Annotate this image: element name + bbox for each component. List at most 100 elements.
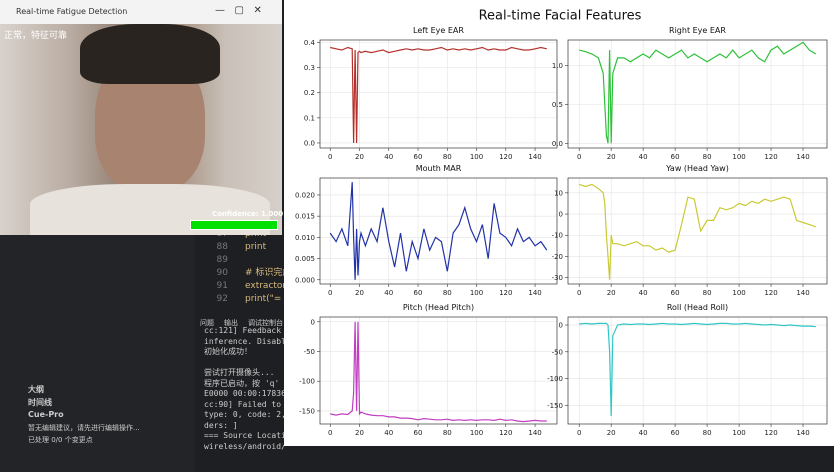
plot-frame xyxy=(567,177,828,285)
x-tick-label: 60 xyxy=(414,153,423,161)
y-tick-label: -20 xyxy=(552,253,563,261)
y-tick-label: -10 xyxy=(552,232,563,240)
x-tick-label: 100 xyxy=(732,429,745,437)
x-tick-label: 80 xyxy=(703,153,712,161)
text-line: 初始化成功！ xyxy=(204,347,252,356)
x-tick-label: 60 xyxy=(414,429,423,437)
confidence-bar xyxy=(190,220,278,230)
x-tick-label: 140 xyxy=(796,153,809,161)
x-tick-label: 120 xyxy=(499,289,512,297)
x-tick-label: 20 xyxy=(355,289,364,297)
text-line: inference. Disabl xyxy=(204,336,284,346)
x-tick-label: 100 xyxy=(732,289,745,297)
text-line: 大纲 xyxy=(28,385,44,394)
x-tick-label: 20 xyxy=(607,429,616,437)
window-title: Real-time Fatigue Detection xyxy=(16,7,128,16)
y-tick-label: 0.3 xyxy=(304,64,315,72)
text-line: 暂无编辑建议，请先进行编辑操作... xyxy=(28,423,140,432)
x-tick-label: 40 xyxy=(639,289,648,297)
camera-view: 正常，特征可靠 Confidence: 1.000 xyxy=(0,24,284,235)
text-line: 尝试打开摄像头... xyxy=(204,368,275,377)
panel-tab[interactable]: 输出 xyxy=(224,319,238,327)
text-line: type: 0, code: 2, xyxy=(204,410,284,419)
data-line xyxy=(329,182,548,280)
y-tick-label: -50 xyxy=(552,348,563,356)
window-controls[interactable]: — ▢ ✕ xyxy=(215,5,262,16)
x-tick-label: 80 xyxy=(703,429,712,437)
x-tick-label: 100 xyxy=(470,429,483,437)
x-tick-label: 100 xyxy=(470,153,483,161)
text-line: wireless/android/p xyxy=(204,441,284,451)
x-tick-label: 0 xyxy=(328,289,332,297)
x-tick-label: 140 xyxy=(796,429,809,437)
y-tick-label: 0.0 xyxy=(552,140,563,148)
confidence-text: Confidence: 1.000 xyxy=(212,210,284,218)
text-line: 90 xyxy=(216,268,228,278)
x-tick-label: 100 xyxy=(470,289,483,297)
x-tick-label: 60 xyxy=(414,289,423,297)
y-tick-label: -30 xyxy=(552,274,563,282)
text-line: 程序已启动，按 'q' xyxy=(204,378,280,388)
figure-background xyxy=(284,0,834,446)
x-tick-label: 40 xyxy=(639,429,648,437)
text-line: Cue-Pro xyxy=(28,410,64,419)
text-line: 88 xyxy=(216,242,228,252)
data-line xyxy=(579,41,817,144)
x-tick-label: 120 xyxy=(764,289,777,297)
data-line xyxy=(579,322,816,417)
y-tick-label: 0 xyxy=(559,322,563,330)
x-tick-label: 0 xyxy=(328,153,332,161)
text-line: 89 xyxy=(216,255,228,265)
x-tick-label: 0 xyxy=(577,289,581,297)
text-line: 已处理 0/0 个变更点 xyxy=(28,436,93,444)
y-tick-label: 0.4 xyxy=(304,39,316,47)
x-tick-label: 140 xyxy=(528,429,541,437)
data-line xyxy=(579,183,816,280)
data-line xyxy=(330,321,547,423)
text-line: # 标识完成 xyxy=(245,268,292,278)
x-tick-label: 60 xyxy=(671,429,680,437)
chart-title: Roll (Head Roll) xyxy=(667,303,728,312)
x-tick-label: 140 xyxy=(528,289,541,297)
y-tick-label: 0.020 xyxy=(295,191,315,199)
sidebar-items: 大纲 时间线 Cue-Pro 暂无编辑建议，请先进行编辑操作... 已处理 0/0 个变… xyxy=(28,384,193,447)
sidebar xyxy=(0,235,195,472)
y-tick-label: 0.010 xyxy=(295,234,315,242)
chart-title: Yaw (Head Yaw) xyxy=(665,164,729,173)
x-tick-label: 40 xyxy=(384,429,393,437)
plot-frame xyxy=(567,39,828,149)
data-line xyxy=(330,46,547,144)
x-tick-label: 80 xyxy=(703,289,712,297)
plot-frame xyxy=(319,316,558,425)
x-tick-label: 120 xyxy=(764,429,777,437)
text-line: cc:90] Failed to s xyxy=(204,399,284,409)
plot-frame xyxy=(319,177,558,285)
plot-frame xyxy=(567,316,828,425)
x-tick-label: 80 xyxy=(443,153,452,161)
chart-title: Left Eye EAR xyxy=(413,26,464,35)
x-tick-label: 60 xyxy=(671,153,680,161)
plot-frame xyxy=(319,39,558,149)
text-line: E0000 00:00:17836 xyxy=(204,389,284,398)
panel-tab[interactable]: 调试控制台 xyxy=(248,319,283,327)
detector-window: Real-time Fatigue Detection — ▢ ✕ 正常，特征可… xyxy=(0,0,284,235)
x-tick-label: 20 xyxy=(607,153,616,161)
panel-tab[interactable]: 问题 xyxy=(200,319,214,327)
y-tick-label: 0.5 xyxy=(552,101,563,109)
x-tick-label: 40 xyxy=(384,289,393,297)
y-tick-label: 0.1 xyxy=(304,114,315,122)
text-line: 92 xyxy=(216,294,228,304)
y-tick-label: 0 xyxy=(559,211,563,219)
figure-title: Real-time Facial Features xyxy=(479,9,642,24)
x-tick-label: 120 xyxy=(499,429,512,437)
x-tick-label: 20 xyxy=(607,289,616,297)
terminal: cc:121] Feedback m inference. Disabl 初始化成功… xyxy=(204,326,284,452)
y-tick-label: -150 xyxy=(547,402,563,410)
y-tick-label: -100 xyxy=(547,375,563,383)
y-tick-label: 0.0 xyxy=(304,139,315,147)
chart-title: Mouth MAR xyxy=(416,164,462,173)
x-tick-label: 40 xyxy=(639,153,648,161)
y-tick-label: 0.2 xyxy=(304,89,315,97)
x-tick-label: 80 xyxy=(443,429,452,437)
